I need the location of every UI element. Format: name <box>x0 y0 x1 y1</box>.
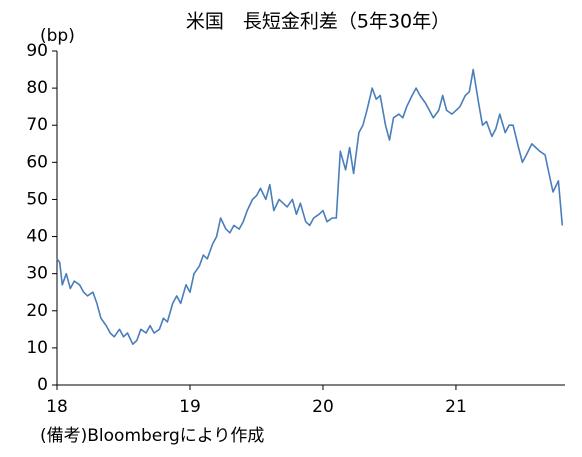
y-tick-label: 60 <box>26 152 48 172</box>
x-tick-label: 21 <box>445 397 467 417</box>
y-tick-label: 30 <box>26 264 48 284</box>
y-tick-label: 20 <box>26 301 48 321</box>
data-line <box>56 68 564 345</box>
y-axis-label: (bp) <box>40 26 75 46</box>
x-tick-label: 18 <box>46 397 68 417</box>
x-tick-label: 19 <box>179 397 201 417</box>
y-tick-label: 0 <box>37 375 48 395</box>
note: (備考)Bloombergにより作成 <box>40 426 264 446</box>
y-tick-label: 90 <box>26 41 48 61</box>
x-tick-label: 20 <box>312 397 334 417</box>
y-tick-label: 80 <box>26 78 48 98</box>
chart-title: 米国 長短金利差（5年30年） <box>186 11 450 33</box>
y-tick-label: 40 <box>26 227 48 247</box>
y-tick-label: 10 <box>26 338 48 358</box>
y-tick-label: 50 <box>26 189 48 209</box>
y-tick-label: 70 <box>26 115 48 135</box>
